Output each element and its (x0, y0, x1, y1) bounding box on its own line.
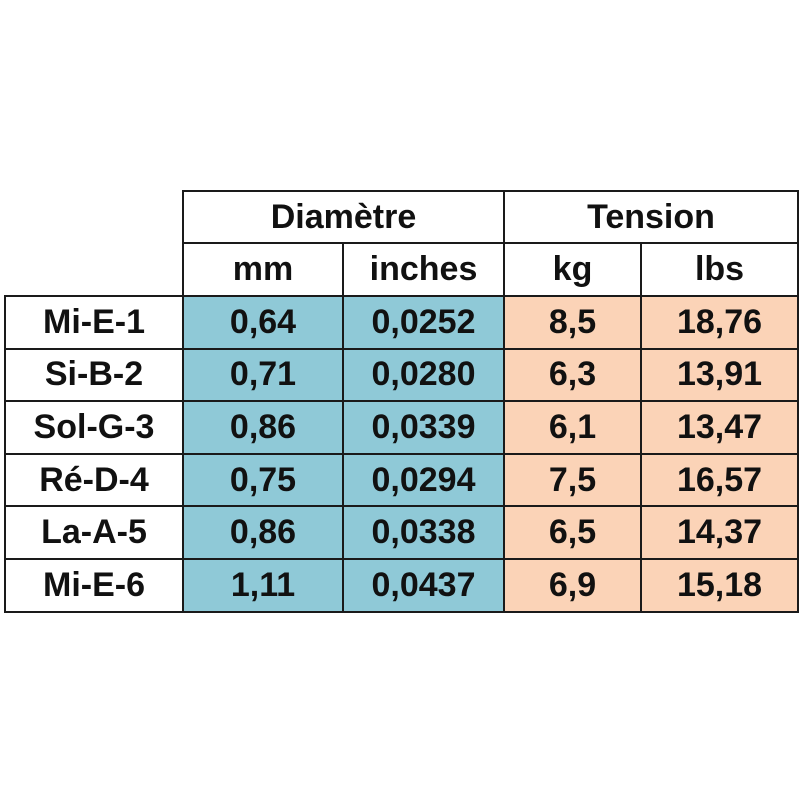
value-cell: 6,1 (503, 400, 642, 455)
value-cell: 15,18 (640, 558, 799, 613)
value-cell: 0,0339 (342, 400, 505, 455)
value-cell: 6,5 (503, 505, 642, 560)
row-label: Sol-G-3 (4, 400, 184, 455)
value-cell: 0,75 (182, 452, 344, 508)
value-cell: 13,47 (640, 400, 799, 455)
value-cell: 13,91 (640, 347, 799, 403)
value-cell: 0,86 (182, 400, 344, 455)
value-cell: 0,0294 (342, 452, 505, 508)
column-header: mm (182, 242, 344, 297)
value-cell: 0,0252 (342, 295, 505, 350)
group-header: Diamètre (182, 190, 505, 244)
row-label: La-A-5 (4, 505, 184, 560)
value-cell: 7,5 (503, 452, 642, 508)
column-header: lbs (640, 242, 799, 297)
value-cell: 0,0437 (342, 558, 505, 613)
value-cell: 0,71 (182, 347, 344, 403)
value-cell: 6,9 (503, 558, 642, 613)
value-cell: 8,5 (503, 295, 642, 350)
column-header: kg (503, 242, 642, 297)
column-header: inches (342, 242, 505, 297)
row-label: Mi-E-1 (4, 295, 184, 350)
value-cell: 0,0338 (342, 505, 505, 560)
value-cell: 6,3 (503, 347, 642, 403)
value-cell: 16,57 (640, 452, 799, 508)
value-cell: 18,76 (640, 295, 799, 350)
value-cell: 14,37 (640, 505, 799, 560)
row-label: Mi-E-6 (4, 558, 184, 613)
value-cell: 0,86 (182, 505, 344, 560)
row-label: Si-B-2 (4, 347, 184, 403)
value-cell: 1,11 (182, 558, 344, 613)
row-label: Ré-D-4 (4, 452, 184, 508)
value-cell: 0,0280 (342, 347, 505, 403)
value-cell: 0,64 (182, 295, 344, 350)
group-header: Tension (503, 190, 799, 244)
